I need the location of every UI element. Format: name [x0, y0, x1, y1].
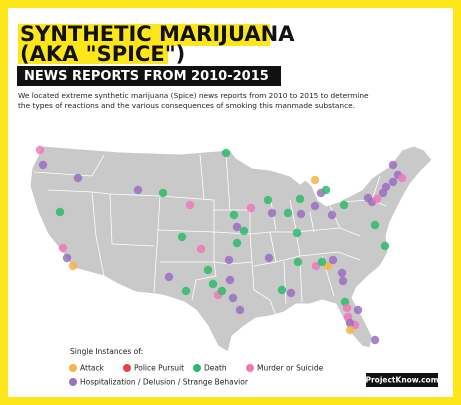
marker	[267, 208, 277, 218]
marker	[353, 305, 363, 315]
subtitle-bar	[17, 66, 281, 86]
marker	[310, 175, 320, 185]
marker	[235, 305, 245, 315]
marker	[164, 272, 174, 282]
marker	[228, 293, 238, 303]
legend-label: Death	[204, 364, 227, 373]
marker	[229, 210, 239, 220]
marker	[232, 222, 242, 232]
marker	[203, 265, 213, 275]
legend-swatch	[246, 364, 254, 372]
marker	[133, 185, 143, 195]
marker	[388, 177, 398, 187]
marker	[221, 148, 231, 158]
legend: Attack Police Pursuit Death Murder or Suici…	[69, 364, 324, 387]
marker	[246, 203, 256, 213]
legend-title: Single Instances of:	[70, 347, 143, 356]
marker	[286, 288, 296, 298]
marker	[337, 268, 347, 278]
legend-label: Hospitalization / Delusion / Strange Beh…	[80, 378, 249, 387]
marker	[283, 208, 293, 218]
marker	[68, 261, 78, 271]
marker	[323, 261, 333, 271]
marker	[381, 182, 391, 192]
marker	[372, 194, 382, 204]
marker	[224, 255, 234, 265]
marker	[35, 145, 45, 155]
legend-label: Attack	[80, 364, 105, 373]
marker	[380, 241, 390, 251]
marker	[264, 253, 274, 263]
legend-swatch	[123, 364, 131, 372]
marker	[58, 243, 68, 253]
marker	[239, 226, 249, 236]
marker	[388, 160, 398, 170]
marker	[370, 335, 380, 345]
legend-swatch	[69, 378, 77, 386]
legend-swatch	[69, 364, 77, 372]
marker	[311, 261, 321, 271]
marker	[217, 286, 227, 296]
marker	[317, 257, 327, 267]
marker	[321, 185, 331, 195]
marker	[62, 253, 72, 263]
marker	[338, 276, 348, 286]
marker	[38, 160, 48, 170]
legend-label: Police Pursuit	[134, 364, 184, 373]
marker	[196, 244, 206, 254]
title-highlight	[18, 46, 168, 64]
marker	[55, 207, 65, 217]
marker	[328, 255, 338, 265]
marker	[295, 194, 305, 204]
marker	[73, 173, 83, 183]
marker	[293, 257, 303, 267]
marker	[185, 200, 195, 210]
marker	[310, 201, 320, 211]
title: (AKA "SPICE")	[20, 42, 185, 66]
marker	[339, 200, 349, 210]
state-borders	[33, 153, 387, 317]
marker	[277, 285, 287, 295]
marker	[225, 275, 235, 285]
marker	[342, 303, 352, 313]
marker	[397, 173, 407, 183]
marker	[263, 195, 273, 205]
subtitle: NEWS REPORTS FROM 2010-2015	[24, 69, 269, 84]
marker	[232, 238, 242, 248]
marker	[177, 232, 187, 242]
markers	[35, 145, 407, 345]
title: SYNTHETIC MARIJUANA	[20, 22, 295, 46]
marker	[158, 188, 168, 198]
description: We located extreme synthetic marijuana (…	[18, 91, 369, 100]
marker	[208, 279, 218, 289]
marker	[370, 220, 380, 230]
legend-label: Murder or Suicide	[257, 364, 324, 373]
marker	[292, 228, 302, 238]
marker	[296, 209, 306, 219]
description: the types of reactions and the various c…	[18, 101, 355, 110]
marker	[181, 286, 191, 296]
footer-source: ProjectKnow.com	[365, 376, 438, 385]
legend-swatch	[193, 364, 201, 372]
marker	[345, 325, 355, 335]
marker	[327, 210, 337, 220]
footer-box	[366, 373, 438, 387]
title-highlight	[18, 24, 270, 46]
marker	[345, 318, 355, 328]
